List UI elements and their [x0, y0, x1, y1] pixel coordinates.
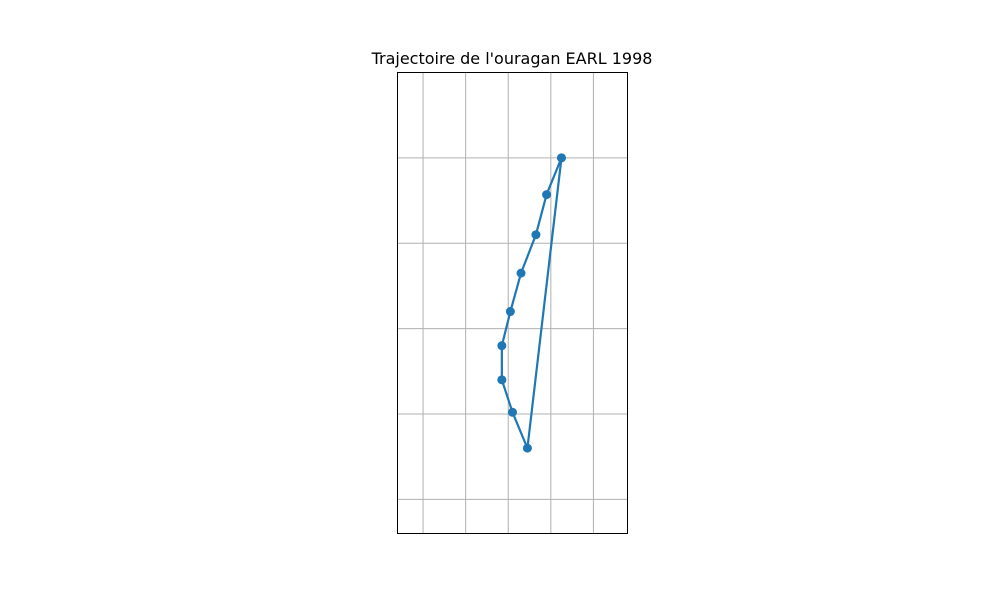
- data-series: [497, 153, 566, 453]
- data-point-0-7: [508, 407, 517, 417]
- data-point-0-1: [542, 190, 552, 200]
- data-point-0-2: [531, 230, 541, 240]
- data-point-0-8: [522, 443, 532, 453]
- data-point-0-3: [516, 268, 526, 278]
- data-point-0-4: [505, 307, 515, 317]
- plot-frame: [397, 72, 628, 534]
- series-line-0: [500, 157, 563, 450]
- data-point-0-9: [556, 153, 566, 163]
- chart-title: Trajectoire de l'ouragan EARL 1998: [371, 49, 653, 68]
- data-point-0-6: [497, 375, 507, 385]
- data-point-0-5: [497, 341, 507, 351]
- grid: [397, 72, 628, 534]
